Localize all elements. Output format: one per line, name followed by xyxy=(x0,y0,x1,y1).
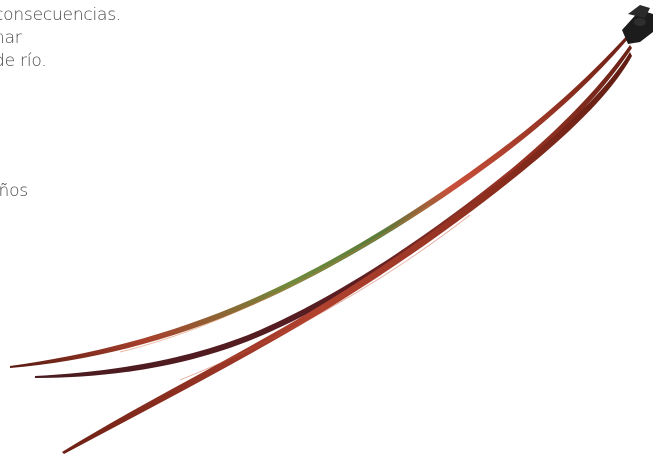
feather-highlight xyxy=(119,204,431,353)
text-line: nar xyxy=(0,28,22,48)
text-line: consecuencias. xyxy=(0,5,122,25)
text-line: iños xyxy=(0,181,28,201)
feather-highlight xyxy=(179,214,471,381)
photo-background xyxy=(150,0,653,456)
text-line: de río. xyxy=(0,51,47,71)
clip-bead xyxy=(622,5,653,44)
